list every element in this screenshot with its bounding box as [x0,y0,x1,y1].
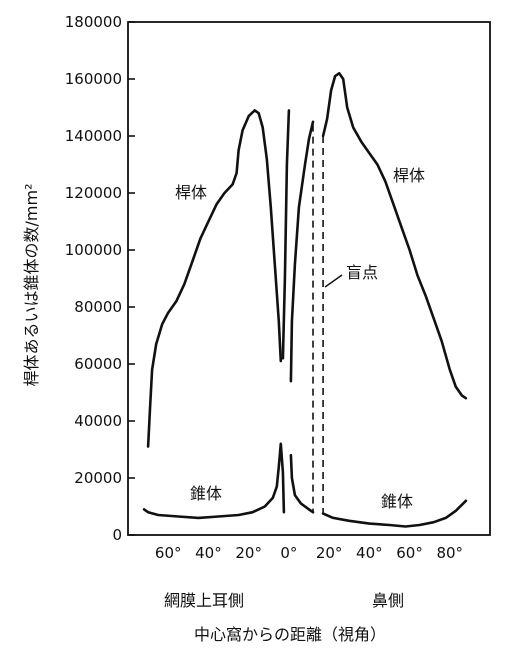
y-axis-ticks: 180000 160000 140000 120000 100000 80000 60000… [65,13,135,544]
x-tick-label: 80° [436,544,463,562]
x-tick-label: 0° [280,544,297,562]
label-blind-spot: 盲点 [346,263,378,282]
region-label-nasal: 鼻側 [372,591,404,610]
y-tick-label: 0 [112,526,122,544]
x-tick-label: 20° [316,544,343,562]
rod-density-line [281,109,291,360]
y-tick-label: 180000 [65,13,122,31]
cone-density-line [142,442,286,520]
y-tick-label: 80000 [74,298,122,316]
y-tick-label: 160000 [65,70,122,88]
x-axis-label: 中心窩からの距離（視角） [194,625,386,644]
y-axis-label: 桿体あるいは錐体の数/mm² [22,184,41,387]
cone-density-line [289,453,315,514]
x-tick-label: 20° [235,544,262,562]
y-tick-label: 20000 [74,469,122,487]
label-rods-left: 桿体 [175,183,207,202]
region-label-temporal: 網膜上耳側 [164,591,244,610]
y-tick-label: 60000 [74,355,122,373]
x-tick-label: 40° [356,544,383,562]
rod-density-line [289,120,315,383]
cone-density-line [321,499,468,528]
y-tick-label: 100000 [65,241,122,259]
x-tick-label: 60° [396,544,423,562]
rod-density-line [321,72,468,400]
label-cones-right: 錐体 [381,492,413,511]
series-curves [142,72,468,528]
blind-spot-marker [312,124,343,514]
x-tick-label: 40° [195,544,222,562]
x-tick-label: 60° [155,544,182,562]
y-tick-label: 120000 [65,184,122,202]
x-axis-ticks: 60° 40° 20° 0° 20° 40° 60° 80° [155,544,463,562]
rod-density-line [146,109,283,448]
blind-spot-pointer [324,274,343,288]
y-tick-label: 40000 [74,412,122,430]
label-rods-right: 桿体 [393,166,425,185]
plot-frame [127,21,491,536]
y-tick-label: 140000 [65,127,122,145]
label-cones-left: 錐体 [190,484,222,503]
